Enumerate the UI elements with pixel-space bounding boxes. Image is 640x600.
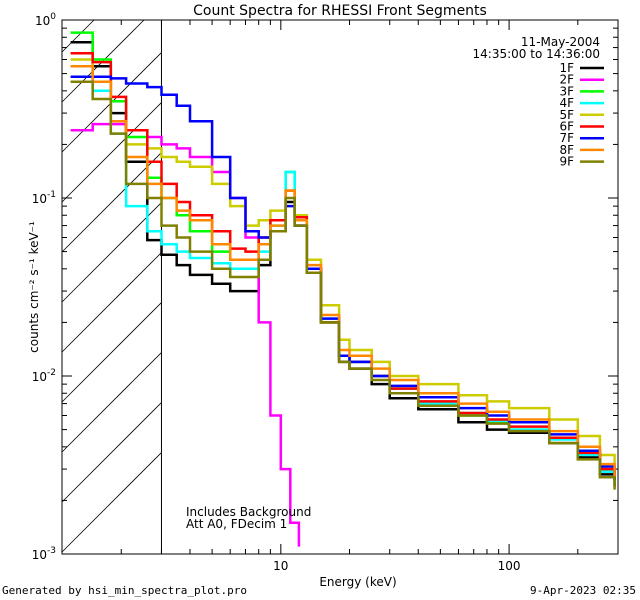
axis-ticks [62,19,619,555]
legend-label-3F: 3F [559,84,574,98]
series-line-8F [70,64,616,478]
hatch-line-5 [61,202,162,303]
series-line-2F [70,122,301,547]
series-line-9F [70,80,616,490]
y-tick-label-1: 10-1 [32,190,56,206]
x-axis-label: Energy (keV) [319,575,396,589]
time-range-label: 14:35:00 to 14:36:00 [473,47,600,61]
hatch-line-6 [61,152,162,253]
y-axis-label: counts cm⁻² s⁻¹ keV⁻¹ [27,221,41,353]
hatch-line-3 [61,302,162,403]
legend-label-1F: 1F [559,61,574,75]
y-tick-label-3: 10-3 [32,546,56,562]
x-tick-label-0: 10 [273,559,288,573]
x-tick-label-1: 100 [498,559,521,573]
legend-label-9F: 9F [559,155,574,169]
x-tick-labels: 10 100 [273,559,520,573]
plot-frame [61,19,619,555]
legend-label-8F: 8F [559,143,574,157]
legend-label-7F: 7F [559,131,574,145]
hatch-line-4 [61,252,162,353]
legend-label-2F: 2F [559,73,574,87]
series-line-3F [70,31,616,484]
date-label: 11-May-2004 [521,35,600,49]
series-line-5F [70,58,616,470]
series-line-6F [70,52,616,481]
y-tick-label-0: 100 [35,12,56,28]
chart-title: Count Spectra for RHESSI Front Segments [193,3,487,19]
legend-label-4F: 4F [559,96,574,110]
hatch-line-10 [61,19,95,53]
hatch-line-2 [61,352,162,453]
annotation-attenuator: Att A0, FDecim 1 [186,517,287,531]
annotation-background: Includes Background [186,505,311,519]
legend-label-6F: 6F [559,120,574,134]
y-tick-labels: 100 10-1 10-2 10-3 [32,12,57,562]
generated-by-footer: Generated by hsi_min_spectra_plot.pro [2,584,248,597]
hatch-line-1 [61,402,162,503]
hatch-line-7 [61,102,162,203]
timestamp-footer: 9-Apr-2023 02:35 [530,584,636,597]
y-tick-label-2: 10-2 [32,368,56,384]
legend-label-5F: 5F [559,108,574,122]
series-lines [70,31,616,547]
hatch-line-0 [61,452,162,553]
